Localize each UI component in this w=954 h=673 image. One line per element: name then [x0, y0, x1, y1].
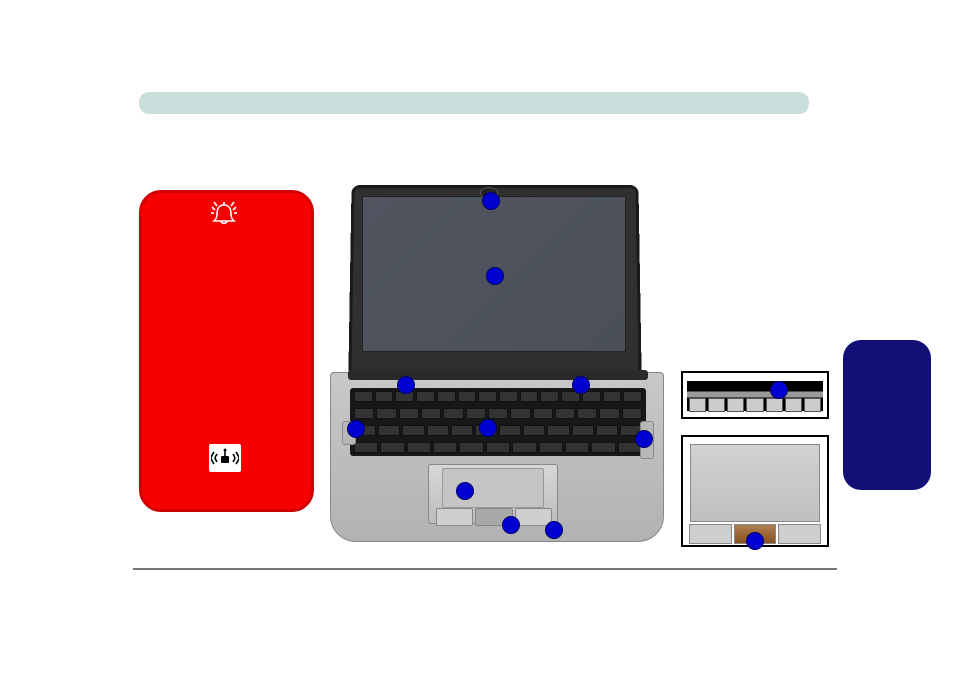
- detail-touchpad-left: [689, 524, 732, 544]
- marker-indicator: [545, 521, 563, 539]
- marker-hotkeys-detail: [770, 381, 788, 399]
- marker-hinge-right: [572, 376, 590, 394]
- marker-hinge-left: [397, 376, 415, 394]
- marker-left-button: [347, 420, 365, 438]
- marker-touchpad: [456, 482, 474, 500]
- marker-microphone: [502, 516, 520, 534]
- marker-keyboard: [479, 419, 497, 437]
- hotkey-strip-keys: [689, 398, 821, 412]
- touchpad-buttons: [436, 508, 552, 526]
- laptop-hinge: [348, 370, 648, 380]
- wireless-radio-icon: [209, 444, 241, 472]
- detail-touchpad-right: [778, 524, 821, 544]
- marker-fingerprint-detail: [746, 532, 764, 550]
- divider-line: [133, 568, 837, 570]
- marker-right-buttons: [635, 430, 653, 448]
- marker-webcam: [482, 192, 500, 210]
- blue-sidebar-box: [843, 340, 931, 490]
- header-bar: [139, 92, 809, 114]
- alarm-bell-icon: [208, 199, 240, 229]
- touchpad-detail-surface: [690, 444, 820, 522]
- marker-screen: [486, 267, 504, 285]
- touchpad-left-button: [436, 508, 473, 526]
- laptop-keyboard: [350, 388, 646, 456]
